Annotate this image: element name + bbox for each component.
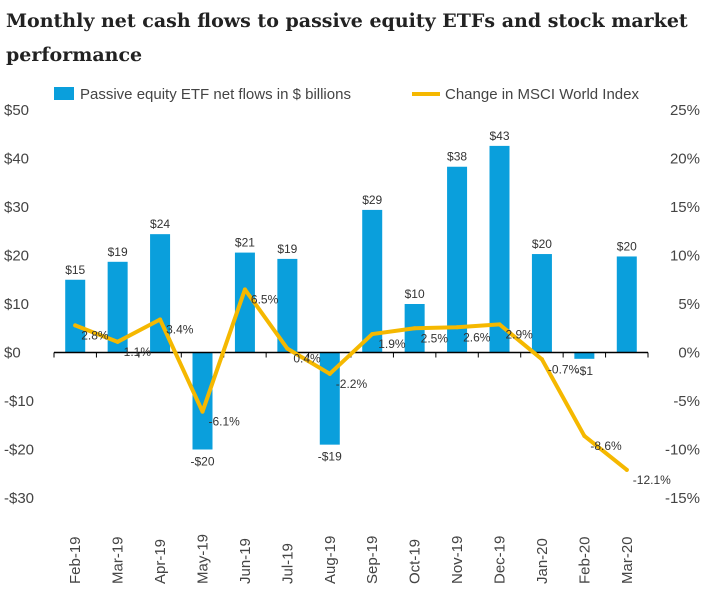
y-left-tick-label: $30 <box>4 199 29 216</box>
y-right-tick-label: 15% <box>670 199 700 216</box>
line-point <box>73 323 78 328</box>
x-tick-label: Oct-19 <box>407 539 424 584</box>
bar <box>447 166 468 353</box>
bar-value-label: $19 <box>108 245 128 259</box>
bar-value-label: $20 <box>617 239 637 253</box>
bar-value-label: -$19 <box>318 450 342 464</box>
bar <box>574 352 595 359</box>
bar-series: $15 $19 $24 -$20 $21 $19 -$19 $29 $10 $38 $43 $20 -$… <box>65 129 637 469</box>
y-left-tick-label: $40 <box>4 151 29 168</box>
line-value-label: 1.1% <box>124 345 152 359</box>
bar <box>192 352 213 450</box>
line-point <box>158 317 163 322</box>
bar-value-label: $43 <box>489 129 509 143</box>
legend-label-bars: Passive equity ETF net flows in $ billio… <box>80 86 351 103</box>
line-point <box>200 409 205 414</box>
x-tick-label: Jun-19 <box>237 538 254 584</box>
line-point <box>285 346 290 351</box>
bar-value-label: $29 <box>362 193 382 207</box>
bar-value-label: $10 <box>405 287 425 301</box>
y-left-tick-label: $50 <box>4 102 29 119</box>
y-left-tick-label: -$20 <box>4 442 34 459</box>
y-right-tick-label: -5% <box>673 393 700 410</box>
bar-value-label: $20 <box>532 237 552 251</box>
x-tick-label: Aug-19 <box>322 536 339 584</box>
y-right-tick-label: 20% <box>670 151 700 168</box>
y-left-tick-label: $10 <box>4 296 29 313</box>
x-tick-label: Mar-20 <box>619 536 636 584</box>
line-value-label: 0.4% <box>293 352 321 366</box>
bar-value-label: $24 <box>150 217 170 231</box>
y-right-tick-label: -10% <box>665 442 700 459</box>
line-point <box>242 287 247 292</box>
line-value-label: -2.2% <box>336 377 368 391</box>
x-tick-label: Mar-19 <box>110 536 127 584</box>
line-point <box>455 325 460 330</box>
line-value-label: 1.9% <box>378 337 406 351</box>
line-value-label: 2.6% <box>463 330 491 344</box>
line-point <box>370 332 375 337</box>
chart-title: Monthly net cash flows to passive equity… <box>6 10 688 66</box>
bar <box>319 352 340 445</box>
msci-line <box>73 287 629 472</box>
y-right-tick-label: 5% <box>678 296 700 313</box>
x-tick-label: Dec-19 <box>492 536 509 584</box>
x-tick-label: May-19 <box>195 534 212 584</box>
bar <box>362 209 383 353</box>
line-value-label: 6.5% <box>251 292 279 306</box>
line-value-label: -12.1% <box>633 473 671 487</box>
x-tick-label: Jan-20 <box>534 538 551 584</box>
line-value-label: 2.9% <box>506 327 534 341</box>
y-left-tick-label: -$10 <box>4 393 34 410</box>
bar-value-label: -$1 <box>576 364 594 378</box>
bar-value-label: $19 <box>277 242 297 256</box>
bar-value-label: $21 <box>235 236 255 250</box>
bar <box>65 279 86 353</box>
legend-swatch-bars <box>54 87 74 100</box>
y-right-tick-label: -15% <box>665 490 700 507</box>
line-point <box>624 467 629 472</box>
y-left-tick-label: -$30 <box>4 490 34 507</box>
bar <box>531 254 552 353</box>
y-left-tick-label: $0 <box>4 345 21 362</box>
line-point <box>412 326 417 331</box>
y-right-tick-label: 25% <box>670 102 700 119</box>
bar <box>277 258 298 353</box>
x-tick-label: Feb-20 <box>576 536 593 584</box>
line-point <box>582 433 587 438</box>
right-axis: 25% 20% 15% 10% 5% 0% -5% -10% -15% <box>665 102 700 507</box>
left-axis: $50 $40 $30 $20 $10 $0 -$10 -$20 -$30 <box>4 102 34 507</box>
x-tick-label: Apr-19 <box>152 539 169 584</box>
x-tick-label: Nov-19 <box>449 536 466 584</box>
line-point <box>327 371 332 376</box>
line-value-label: -8.6% <box>590 439 622 453</box>
y-right-tick-label: 10% <box>670 248 700 265</box>
line-point <box>497 322 502 327</box>
line-series: 2.8% 1.1% 3.4% -6.1% 6.5% 0.4% -2.2% 1.9% 2.5% 2.… <box>73 287 671 487</box>
line-value-label: -6.1% <box>209 415 241 429</box>
line-value-label: 2.8% <box>81 328 109 342</box>
y-left-tick-label: $20 <box>4 248 29 265</box>
bar <box>234 252 255 353</box>
bar <box>616 256 637 353</box>
line-value-label: 3.4% <box>166 323 194 337</box>
line-point <box>115 339 120 344</box>
x-tick-label: Feb-19 <box>67 536 84 584</box>
y-right-tick-label: 0% <box>678 345 700 362</box>
legend: Passive equity ETF net flows in $ billio… <box>54 86 639 103</box>
line-point <box>539 357 544 362</box>
x-tick-label: Sep-19 <box>364 536 381 584</box>
bar-value-label: -$20 <box>190 455 214 469</box>
line-value-label: 2.5% <box>421 331 449 345</box>
x-axis: Feb-19 Mar-19 Apr-19 May-19 Jun-19 Jul-19 Aug-… <box>67 534 636 584</box>
line-value-label: -0.7% <box>548 362 580 376</box>
x-tick-label: Jul-19 <box>279 543 296 584</box>
bar-value-label: $38 <box>447 150 467 164</box>
bar <box>107 261 128 353</box>
bar <box>489 145 510 353</box>
bar-value-label: $15 <box>65 263 85 277</box>
legend-label-line: Change in MSCI World Index <box>445 86 639 103</box>
